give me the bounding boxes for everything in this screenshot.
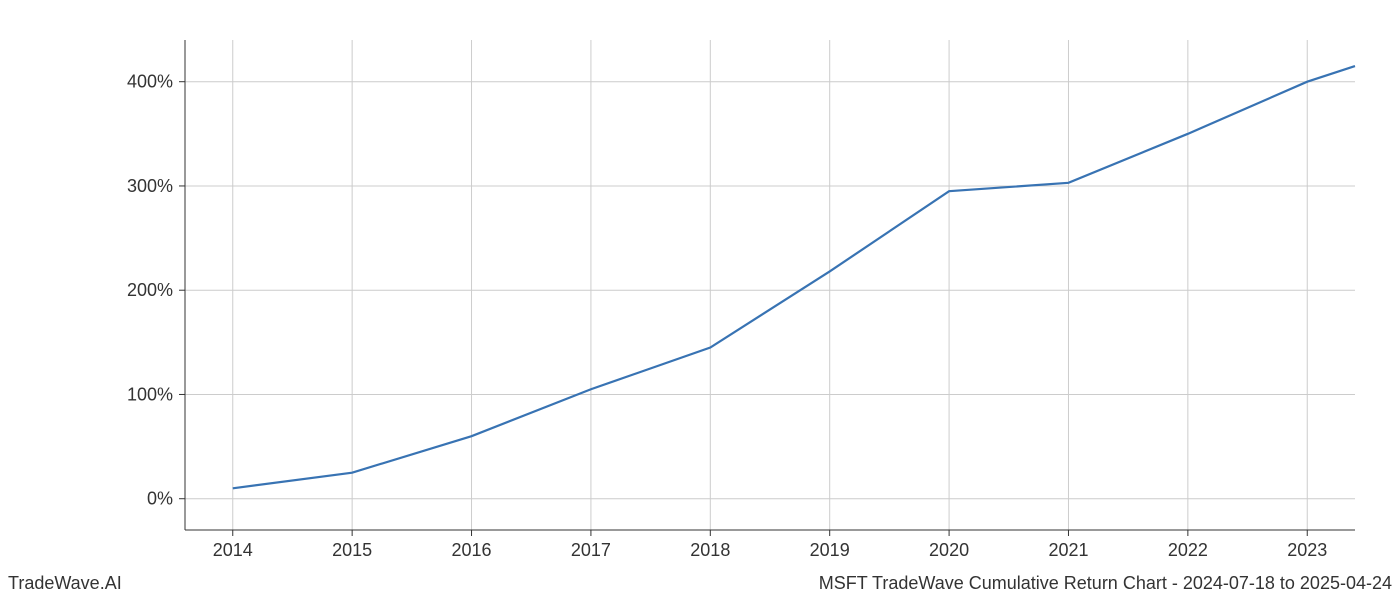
y-tick-label: 0% (147, 489, 173, 509)
y-tick-label: 100% (127, 384, 173, 404)
x-tick-label: 2020 (929, 540, 969, 560)
x-tick-label: 2016 (452, 540, 492, 560)
caption-label: MSFT TradeWave Cumulative Return Chart -… (819, 573, 1392, 594)
x-tick-label: 2015 (332, 540, 372, 560)
brand-label: TradeWave.AI (8, 573, 122, 594)
footer-bar: TradeWave.AI MSFT TradeWave Cumulative R… (0, 564, 1400, 600)
x-tick-label: 2023 (1287, 540, 1327, 560)
x-tick-label: 2021 (1048, 540, 1088, 560)
x-tick-label: 2018 (690, 540, 730, 560)
chart-container: 2014 2015 2016 2017 2018 2019 2020 2021 2022 2023… (0, 0, 1400, 600)
x-tick-label: 2019 (810, 540, 850, 560)
x-tick-label: 2017 (571, 540, 611, 560)
x-tick-label: 2014 (213, 540, 253, 560)
line-chart: 2014 2015 2016 2017 2018 2019 2020 2021 2022 2023… (0, 0, 1400, 600)
x-tick-label: 2022 (1168, 540, 1208, 560)
y-tick-label: 300% (127, 176, 173, 196)
y-tick-label: 200% (127, 280, 173, 300)
y-tick-label: 400% (127, 72, 173, 92)
